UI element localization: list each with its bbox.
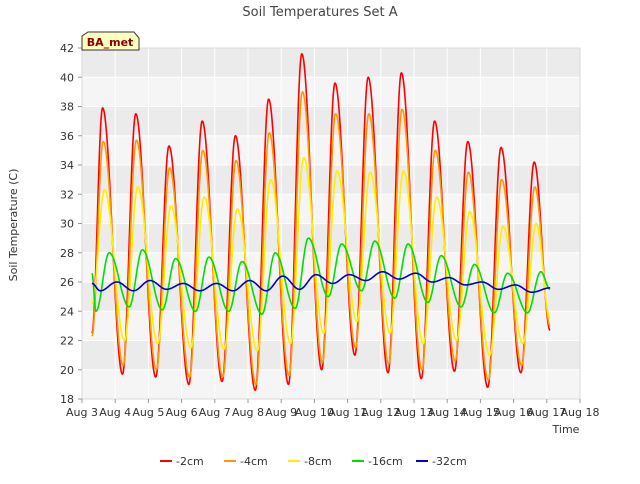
y-tick-label: 24 bbox=[60, 305, 74, 318]
annotation-badge: BA_met bbox=[81, 31, 140, 51]
x-tick-label: Aug 11 bbox=[328, 406, 367, 419]
x-tick-label: Aug 4 bbox=[99, 406, 131, 419]
y-tick-label: 36 bbox=[60, 130, 74, 143]
plot-band bbox=[82, 340, 580, 370]
x-axis-label: Time bbox=[552, 423, 580, 436]
x-tick-label: Aug 9 bbox=[265, 406, 297, 419]
plot-band bbox=[82, 48, 580, 78]
x-tick-label: Aug 6 bbox=[166, 406, 198, 419]
x-tick-label: Aug 18 bbox=[561, 406, 600, 419]
x-tick-label: Aug 5 bbox=[132, 406, 164, 419]
y-tick-label: 32 bbox=[60, 188, 74, 201]
y-tick-label: 38 bbox=[60, 101, 74, 114]
chart-title: Soil Temperatures Set A bbox=[242, 5, 397, 20]
x-tick-label: Aug 3 bbox=[66, 406, 98, 419]
y-tick-label: 22 bbox=[60, 335, 74, 348]
x-tick-label: Aug 17 bbox=[527, 406, 566, 419]
legend-label: -8cm bbox=[304, 455, 332, 468]
plot-band bbox=[82, 77, 580, 107]
x-tick-label: Aug 7 bbox=[199, 406, 231, 419]
series-line-2cm bbox=[91, 53, 551, 392]
y-tick-label: 40 bbox=[60, 71, 74, 84]
x-tick-label: Aug 15 bbox=[461, 406, 500, 419]
y-axis-label: Soil Temperature (C) bbox=[7, 169, 20, 282]
x-tick-label: Aug 14 bbox=[428, 406, 467, 419]
plot-band bbox=[82, 369, 580, 399]
y-tick-label: 20 bbox=[60, 364, 74, 377]
legend-label: -32cm bbox=[432, 455, 467, 468]
y-tick-label: 26 bbox=[60, 276, 74, 289]
legend-label: -4cm bbox=[240, 455, 268, 468]
series-layer bbox=[91, 53, 551, 392]
series-line-32cm bbox=[91, 270, 551, 294]
x-tick-label: Aug 8 bbox=[232, 406, 264, 419]
x-tick-label: Aug 16 bbox=[494, 406, 533, 419]
series-line-4cm bbox=[91, 91, 551, 386]
legend-label: -2cm bbox=[176, 455, 204, 468]
y-tick-label: 28 bbox=[60, 247, 74, 260]
y-tick-label: 34 bbox=[60, 159, 74, 172]
plot-band bbox=[82, 311, 580, 341]
legend-label: -16cm bbox=[368, 455, 403, 468]
y-tick-label: 18 bbox=[60, 393, 74, 406]
series-line-16cm bbox=[91, 237, 551, 315]
series-line-8cm bbox=[91, 156, 551, 356]
x-tick-label: Aug 13 bbox=[395, 406, 434, 419]
legend: -2cm -4cm -8cm -16cm -32cm bbox=[160, 455, 467, 468]
annotation-text: BA_met bbox=[87, 36, 134, 49]
y-tick-label: 30 bbox=[60, 218, 74, 231]
x-tick-label: Aug 12 bbox=[361, 406, 400, 419]
y-tick-label: 42 bbox=[60, 42, 74, 55]
y-axis-ticks: 18 20 22 24 26 28 30 32 34 36 38 40 42 bbox=[60, 42, 82, 406]
annotation-badge-shape bbox=[81, 31, 140, 51]
x-tick-label: Aug 10 bbox=[295, 406, 334, 419]
